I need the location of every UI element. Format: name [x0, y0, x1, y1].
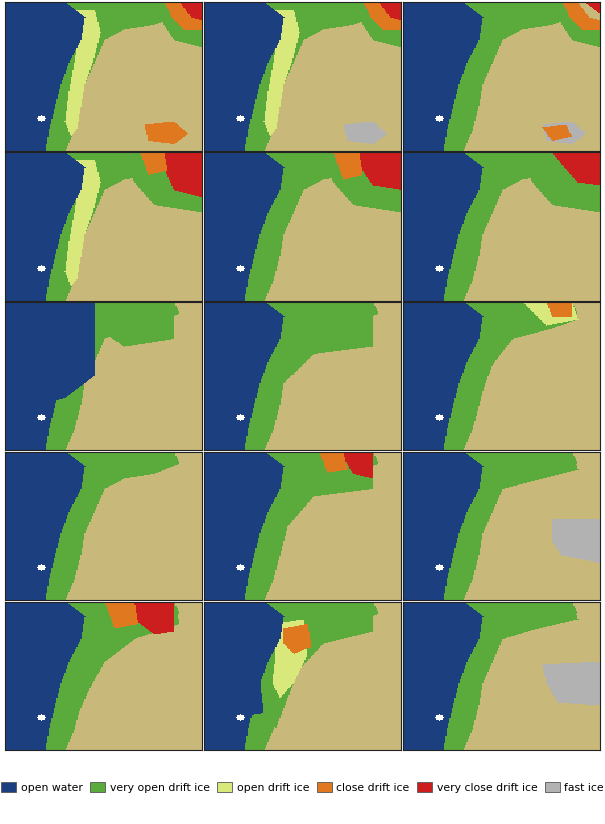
Legend: open water, very open drift ice, open drift ice, close drift ice, very close dri: open water, very open drift ice, open dr… — [0, 780, 605, 795]
